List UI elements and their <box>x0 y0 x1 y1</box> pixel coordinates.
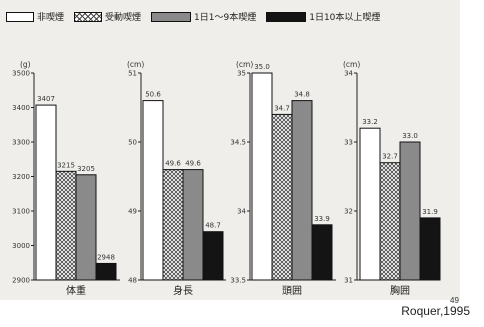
bar-value-label: 3407 <box>37 95 55 103</box>
y-tick-label: 33 <box>344 139 353 147</box>
y-tick-label: 3100 <box>12 208 30 216</box>
bar <box>162 169 184 281</box>
y-tick-label: 32 <box>344 208 353 216</box>
y-tick-label: 3000 <box>12 242 30 250</box>
legend-label: 受動喫煙 <box>105 13 142 23</box>
legend-item-light-smoking: 1日1～9本喫煙 <box>151 10 256 23</box>
bar <box>311 224 333 281</box>
bar <box>75 174 97 281</box>
page-number: 49 <box>450 296 459 305</box>
bar <box>291 100 313 281</box>
bar-value-label: 34.8 <box>294 91 310 99</box>
y-tick-label: 2900 <box>12 277 30 285</box>
y-unit-label: (g) <box>20 60 31 69</box>
bar-value-label: 33.2 <box>362 118 378 126</box>
bar-value-label: 3205 <box>77 165 95 173</box>
bar-value-label: 34.7 <box>274 104 290 112</box>
y-tick-label: 34 <box>237 208 246 216</box>
bar <box>359 127 381 281</box>
source-citation: Roquer,1995 <box>401 304 470 318</box>
bar-value-label: 3215 <box>57 161 75 169</box>
bar <box>95 262 117 281</box>
y-unit-label: (cm) <box>236 60 253 69</box>
y-tick-label: 34.5 <box>230 139 246 147</box>
y-tick-label: 3300 <box>12 139 30 147</box>
bar <box>399 141 421 281</box>
bar-value-label: 32.7 <box>382 153 398 161</box>
chart-figure: 非喫煙 受動喫煙 1日1～9本喫煙 1日10本以上喫煙 2900 3000 3100… <box>0 0 460 300</box>
legend-item-nonsmoking: 非喫煙 <box>6 10 64 23</box>
y-unit-label: (cm) <box>343 60 360 69</box>
legend-label: 1日10本以上喫煙 <box>309 13 381 23</box>
bar-value-label: 33.9 <box>314 215 330 223</box>
chart-legend: 非喫煙 受動喫煙 1日1～9本喫煙 1日10本以上喫煙 <box>6 10 458 23</box>
bar <box>202 231 224 281</box>
y-tick-label: 49 <box>128 208 137 216</box>
bar-value-label: 33.0 <box>402 132 418 140</box>
x-axis-label: 体重 <box>66 284 86 297</box>
bar <box>379 162 401 281</box>
bar <box>419 217 441 281</box>
x-axis-label: 頭囲 <box>282 285 302 297</box>
bar <box>271 113 293 281</box>
y-tick-label: 3200 <box>12 173 30 181</box>
bar-value-label: 49.6 <box>165 160 181 168</box>
legend-swatch-gray <box>151 11 192 22</box>
bar-value-label: 31.9 <box>422 208 438 216</box>
bar-value-label: 49.6 <box>185 160 201 168</box>
bar <box>55 170 77 281</box>
y-tick-label: 3500 <box>12 70 30 78</box>
y-tick-label: 34 <box>344 70 353 78</box>
bar <box>251 72 273 281</box>
legend-item-heavy-smoking: 1日10本以上喫煙 <box>266 10 380 23</box>
y-tick-label: 51 <box>128 70 137 78</box>
bar <box>35 104 57 281</box>
bar-value-label: 2948 <box>97 253 115 261</box>
y-tick-label: 35 <box>237 70 246 78</box>
bar <box>182 169 204 281</box>
legend-label: 非喫煙 <box>37 13 65 23</box>
bar-value-label: 35.0 <box>254 63 270 71</box>
y-tick-label: 31 <box>344 277 353 285</box>
y-tick-label: 3400 <box>12 104 30 112</box>
y-tick-label: 50 <box>128 139 137 147</box>
legend-swatch-hatched <box>74 11 103 22</box>
bar-value-label: 48.7 <box>205 222 221 230</box>
y-tick-label: 33.5 <box>230 277 246 285</box>
legend-swatch-black <box>266 11 307 22</box>
legend-swatch-white <box>6 11 34 22</box>
y-unit-label: (cm) <box>127 60 144 69</box>
legend-label: 1日1～9本喫煙 <box>194 13 257 23</box>
legend-item-passive: 受動喫煙 <box>74 10 141 23</box>
y-tick-label: 48 <box>128 277 137 285</box>
bar-value-label: 50.6 <box>145 91 161 99</box>
bar <box>142 100 164 281</box>
x-axis-label: 胸囲 <box>390 284 410 297</box>
x-axis-label: 身長 <box>173 284 193 297</box>
